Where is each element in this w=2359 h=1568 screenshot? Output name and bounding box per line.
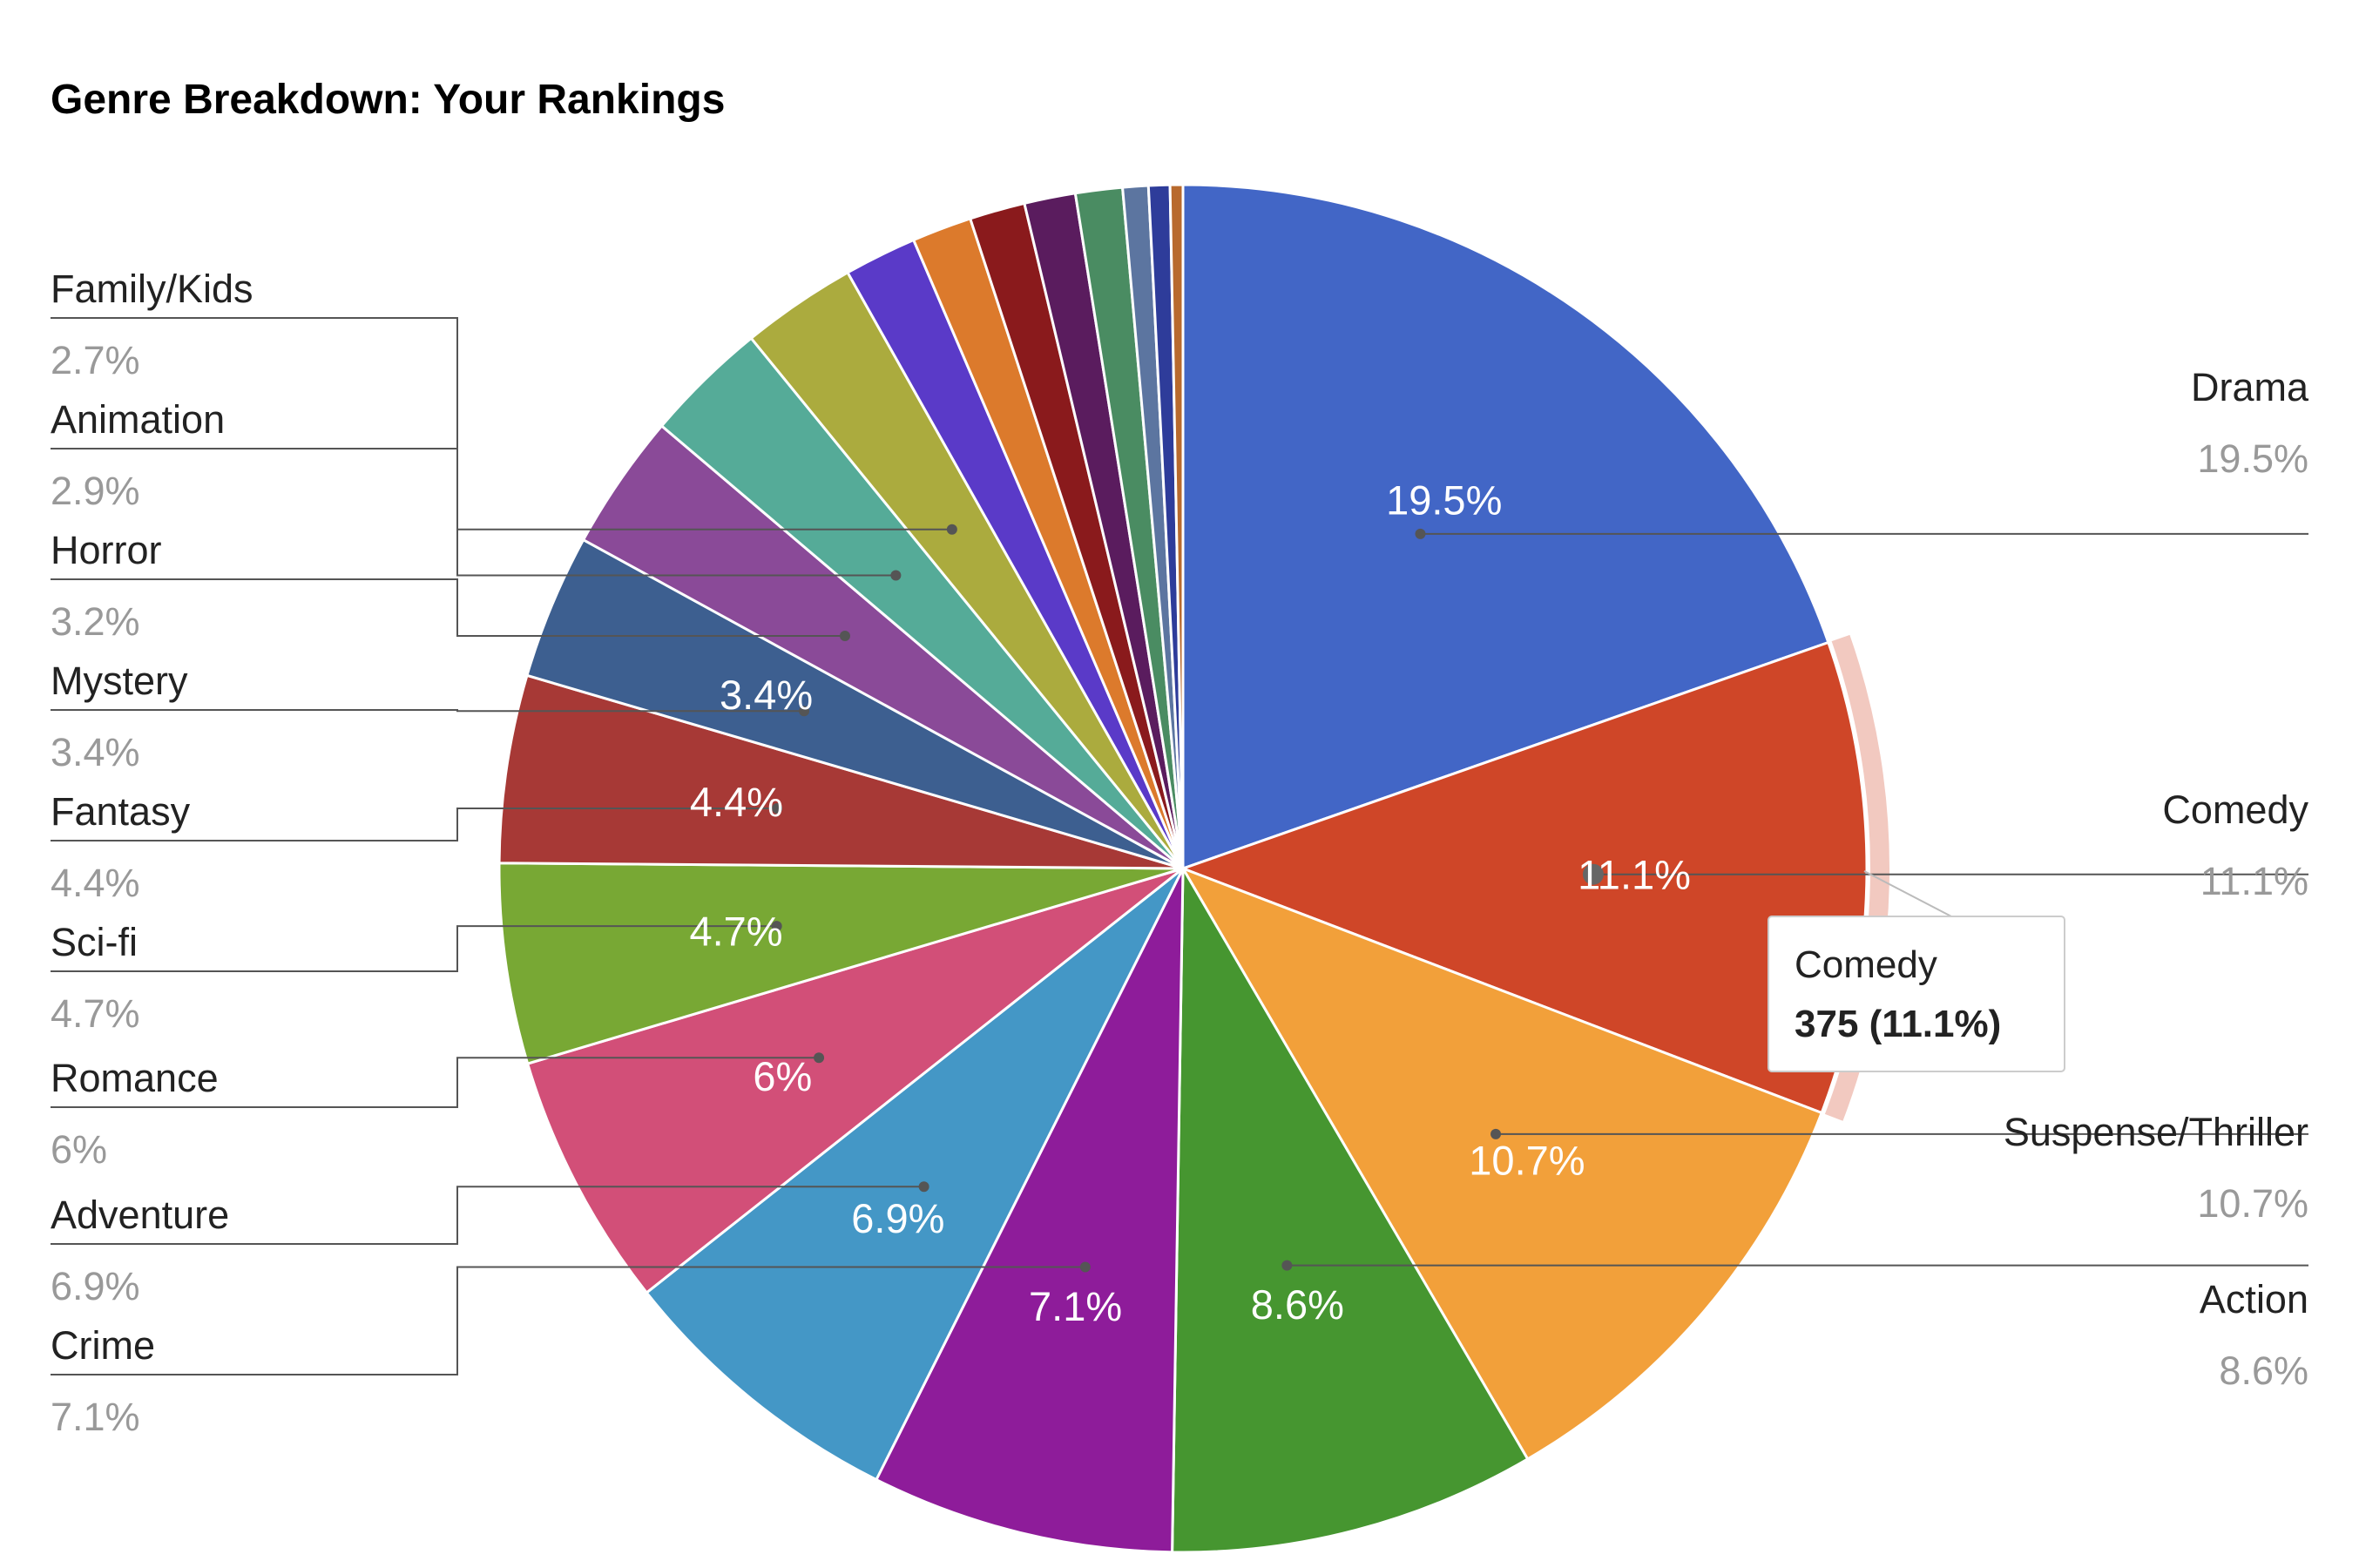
chart-title: Genre Breakdown: Your Rankings	[51, 77, 725, 123]
legend-name-action: Action	[2200, 1277, 2308, 1321]
legend-pct-romance: 6%	[51, 1127, 107, 1172]
legend-pct-fantasy: 4.4%	[51, 861, 140, 905]
leader-dot	[1281, 1260, 1293, 1271]
slice-label-adventure: 6.9%	[851, 1195, 944, 1241]
pie-slice-crime[interactable]	[874, 868, 1185, 1554]
legend-pct-adventure: 6.9%	[51, 1264, 140, 1308]
leader-dot	[814, 1052, 825, 1064]
tooltip: Comedy 375 (11.1%)	[1768, 870, 2065, 1072]
slice-label-comedy: 11.1%	[1578, 851, 1691, 897]
legend-pct-action: 8.6%	[2219, 1348, 2308, 1393]
slice-label-mystery: 3.4%	[720, 672, 813, 718]
leader-line	[51, 578, 845, 638]
leader-dot	[772, 802, 783, 814]
leader-line	[51, 317, 952, 531]
legend-pct-mystery: 3.4%	[51, 730, 140, 774]
legend-name-crime: Crime	[51, 1323, 155, 1368]
legend-name-sci-fi: Sci-fi	[51, 920, 138, 964]
leader-line	[51, 925, 777, 972]
slice-label-drama: 19.5%	[1386, 476, 1502, 523]
pie-slice-adventure[interactable]	[645, 867, 1185, 1482]
slice-label-crime: 7.1%	[1029, 1283, 1122, 1329]
leader-line	[51, 807, 778, 841]
slice-label-fantasy: 4.4%	[690, 779, 783, 825]
slice-label-action: 8.6%	[1251, 1281, 1344, 1328]
leader-line	[51, 1266, 1085, 1375]
legend-name-suspense-thriller: Suspense/Thriller	[2004, 1110, 2308, 1154]
tooltip-box	[1768, 916, 2065, 1072]
leader-line	[51, 1057, 820, 1108]
leader-dot	[799, 706, 810, 717]
legend-pct-horror: 3.2%	[51, 599, 140, 644]
legend-name-animation: Animation	[51, 397, 225, 442]
legend-name-drama: Drama	[2191, 365, 2309, 409]
tooltip-pointer	[1863, 870, 1952, 917]
legend-pct-drama: 19.5%	[2197, 436, 2308, 481]
legend-pct-comedy: 11.1%	[2200, 859, 2308, 903]
pie-slice-action[interactable]	[1171, 863, 1530, 1554]
legend-name-adventure: Adventure	[51, 1193, 229, 1237]
legend-pct-family-kids: 2.7%	[51, 338, 140, 382]
legend-name-mystery: Mystery	[51, 659, 188, 703]
leader-dot	[890, 570, 902, 581]
legend-name-comedy: Comedy	[2162, 787, 2308, 832]
pie-slice-other-20[interactable]	[1168, 183, 1185, 869]
leader-dot	[1079, 1261, 1091, 1273]
legend-pct-suspense-thriller: 10.7%	[2197, 1181, 2308, 1226]
legend-name-fantasy: Fantasy	[51, 789, 191, 834]
leader-line	[51, 1186, 924, 1245]
slice-label-suspense-thriller: 10.7%	[1469, 1137, 1585, 1183]
highlight-marker	[1582, 863, 1604, 885]
pie-slice-drama[interactable]	[1181, 183, 1830, 871]
leader-dot	[839, 631, 850, 642]
leader-line	[51, 709, 805, 713]
legend-name-horror: Horror	[51, 528, 162, 572]
legend-pct-sci-fi: 4.7%	[51, 991, 140, 1036]
leader-dot	[771, 921, 782, 932]
legend-pct-animation: 2.9%	[51, 469, 140, 513]
leader-dot	[918, 1181, 929, 1193]
pie-slice-suspense-thriller[interactable]	[1180, 866, 1824, 1462]
pie-slice-fantasy[interactable]	[497, 673, 1184, 870]
slice-label-sci-fi: 4.7%	[689, 909, 782, 955]
tooltip-value: 375 (11.1%)	[1795, 1003, 2001, 1045]
legend-name-family-kids: Family/Kids	[51, 267, 253, 311]
tooltip-name: Comedy	[1795, 943, 1937, 986]
leader-dot	[1490, 1128, 1502, 1139]
leader-dot	[946, 524, 957, 535]
legend-name-romance: Romance	[51, 1056, 219, 1100]
slice-label-romance: 6%	[753, 1053, 812, 1099]
leader-dot	[1415, 528, 1426, 539]
legend-pct-crime: 7.1%	[51, 1395, 140, 1439]
